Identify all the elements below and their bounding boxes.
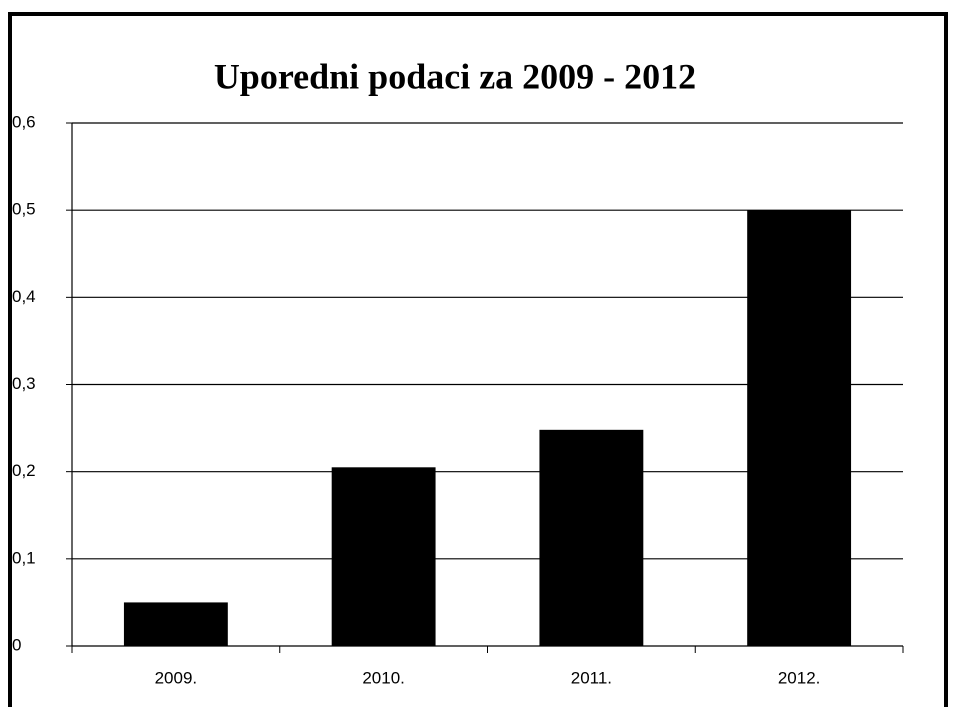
chart-title: Uporedni podaci za 2009 - 2012 — [214, 56, 696, 96]
x-tick-label: 2011. — [571, 668, 612, 687]
y-tick-label: 0,3 — [12, 374, 36, 393]
bar — [747, 210, 852, 646]
y-tick-label: 0 — [12, 635, 21, 654]
x-tick-label: 2012. — [778, 668, 821, 687]
y-tick-label: 0,2 — [12, 461, 36, 480]
y-tick-label: 0,1 — [12, 548, 36, 567]
bar — [331, 467, 436, 646]
y-tick-label: 0,6 — [12, 112, 36, 131]
bar — [539, 429, 644, 646]
y-tick-label: 0,5 — [12, 200, 36, 219]
x-tick-label: 2010. — [362, 668, 405, 687]
frame — [8, 12, 948, 707]
bar — [123, 602, 228, 646]
x-tick-label: 2009. — [155, 668, 198, 687]
y-tick-label: 0,4 — [12, 287, 36, 306]
